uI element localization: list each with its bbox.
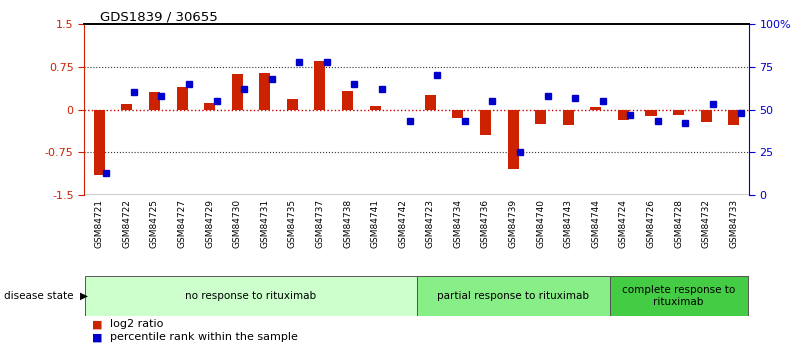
Text: ■: ■ [92, 319, 103, 329]
Text: percentile rank within the sample: percentile rank within the sample [110, 333, 298, 342]
Bar [260, 72, 270, 109]
Bar [369, 106, 380, 109]
Bar [86, 276, 417, 316]
Bar [121, 104, 132, 109]
Bar [453, 109, 464, 118]
Bar [342, 91, 353, 109]
Text: partial response to rituximab: partial response to rituximab [437, 291, 589, 301]
Text: GSM84732: GSM84732 [702, 199, 710, 248]
Text: GSM84743: GSM84743 [564, 199, 573, 248]
Text: disease state  ▶: disease state ▶ [4, 291, 88, 301]
Bar [646, 109, 657, 116]
Bar [535, 109, 546, 124]
Text: GSM84726: GSM84726 [646, 199, 655, 248]
Text: GSM84724: GSM84724 [619, 199, 628, 248]
Text: no response to rituximab: no response to rituximab [186, 291, 316, 301]
Text: GSM84725: GSM84725 [150, 199, 159, 248]
Text: GSM84739: GSM84739 [509, 199, 517, 248]
Text: GSM84730: GSM84730 [233, 199, 242, 248]
Bar [610, 276, 747, 316]
Bar [425, 95, 436, 109]
Bar [287, 99, 298, 109]
Text: GSM84736: GSM84736 [481, 199, 490, 248]
Bar [728, 109, 739, 126]
Bar [94, 109, 105, 175]
Text: GSM84727: GSM84727 [178, 199, 187, 248]
Text: GSM84744: GSM84744 [591, 199, 600, 248]
Text: GSM84723: GSM84723 [426, 199, 435, 248]
Bar [563, 109, 574, 126]
Bar [673, 109, 684, 115]
Text: GSM84741: GSM84741 [371, 199, 380, 248]
Text: complete response to
rituximab: complete response to rituximab [622, 285, 735, 307]
Bar [480, 109, 491, 135]
Bar [204, 103, 215, 109]
Text: GSM84728: GSM84728 [674, 199, 683, 248]
Text: GSM84737: GSM84737 [316, 199, 324, 248]
Text: GSM84721: GSM84721 [95, 199, 104, 248]
Text: GSM84734: GSM84734 [453, 199, 462, 248]
Text: GSM84735: GSM84735 [288, 199, 297, 248]
Text: GSM84738: GSM84738 [343, 199, 352, 248]
Text: GSM84731: GSM84731 [260, 199, 269, 248]
Bar [618, 109, 629, 120]
Bar [149, 92, 160, 109]
Text: GSM84722: GSM84722 [123, 199, 131, 248]
Text: GDS1839 / 30655: GDS1839 / 30655 [100, 10, 218, 23]
Bar [590, 107, 602, 109]
Text: log2 ratio: log2 ratio [110, 319, 163, 329]
Text: GSM84729: GSM84729 [205, 199, 214, 248]
Bar [508, 109, 518, 169]
Bar [315, 61, 325, 109]
Text: GSM84733: GSM84733 [729, 199, 739, 248]
Text: GSM84742: GSM84742 [398, 199, 407, 248]
Bar [417, 276, 610, 316]
Bar [701, 109, 712, 122]
Text: GSM84740: GSM84740 [536, 199, 545, 248]
Bar [176, 87, 187, 109]
Bar [231, 74, 243, 109]
Text: ■: ■ [92, 333, 103, 342]
